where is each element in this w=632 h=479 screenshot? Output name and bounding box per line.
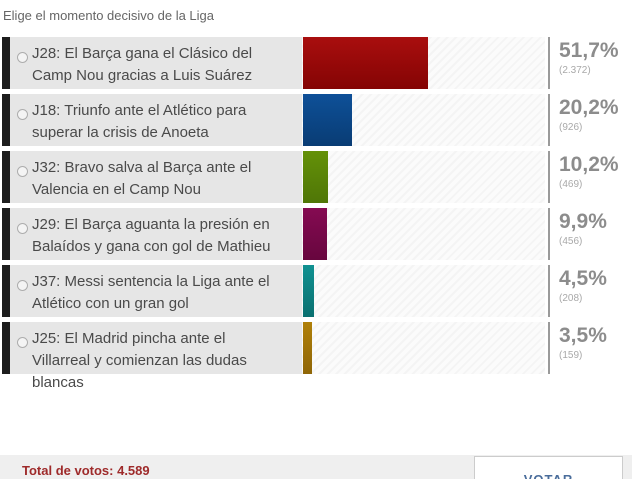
option-label-area: J29: El Barça aguanta la presión en Bala…	[10, 208, 302, 260]
result-figures: 51,7% (2.372)	[548, 37, 620, 89]
row-accent-bar	[2, 37, 10, 89]
poll-option-row: J29: El Barça aguanta la presión en Bala…	[2, 208, 632, 260]
vote-button[interactable]: VOTAR	[474, 456, 623, 479]
row-accent-bar	[2, 151, 10, 203]
row-accent-bar	[2, 265, 10, 317]
result-votes: (208)	[559, 293, 583, 304]
poll-option-row: J18: Triunfo ante el Atlético para super…	[2, 94, 632, 146]
result-votes: (469)	[559, 179, 583, 190]
option-label-area: J32: Bravo salva al Barça ante el Valenc…	[10, 151, 302, 203]
option-label[interactable]: J37: Messi sentencia la Liga ante el Atl…	[32, 273, 270, 312]
result-figures: 9,9% (456)	[548, 208, 620, 260]
poll-options: J28: El Barça gana el Clásico del Camp N…	[0, 37, 632, 391]
option-radio[interactable]	[17, 109, 28, 120]
result-bar	[303, 151, 328, 203]
result-track	[302, 151, 545, 203]
result-figures: 10,2% (469)	[548, 151, 620, 203]
poll-option-row: J28: El Barça gana el Clásico del Camp N…	[2, 37, 632, 89]
option-label-area: J28: El Barça gana el Clásico del Camp N…	[10, 37, 302, 89]
result-percent: 51,7%	[559, 39, 619, 62]
result-percent: 9,9%	[559, 210, 607, 233]
result-bar	[303, 208, 327, 260]
poll-question: Elige el momento decisivo de la Liga	[3, 8, 215, 23]
poll-option-row: J37: Messi sentencia la Liga ante el Atl…	[2, 265, 632, 317]
option-label-area: J25: El Madrid pincha ante el Villarreal…	[10, 322, 302, 391]
poll-option-row: J25: El Madrid pincha ante el Villarreal…	[2, 322, 632, 391]
result-figures: 3,5% (159)	[548, 322, 620, 374]
option-label[interactable]: J32: Bravo salva al Barça ante el Valenc…	[32, 159, 252, 198]
result-votes: (456)	[559, 236, 583, 247]
result-bar	[303, 322, 312, 374]
result-figures: 4,5% (208)	[548, 265, 620, 317]
result-track	[302, 265, 545, 317]
result-bar	[303, 265, 314, 317]
result-bar	[303, 37, 429, 89]
total-votes-label: Total de votos: 4.589	[22, 463, 150, 478]
row-accent-bar	[2, 322, 10, 374]
result-votes: (926)	[559, 122, 583, 133]
option-label[interactable]: J28: El Barça gana el Clásico del Camp N…	[32, 45, 253, 84]
option-label-area: J37: Messi sentencia la Liga ante el Atl…	[10, 265, 302, 317]
result-percent: 20,2%	[559, 96, 619, 119]
result-bar	[303, 94, 352, 146]
result-votes: (159)	[559, 350, 583, 361]
option-label[interactable]: J29: El Barça aguanta la presión en Bala…	[32, 216, 271, 255]
option-radio[interactable]	[17, 52, 28, 63]
result-track	[302, 94, 545, 146]
result-percent: 10,2%	[559, 153, 619, 176]
result-track	[302, 37, 545, 89]
result-percent: 3,5%	[559, 324, 607, 347]
poll-option-row: J32: Bravo salva al Barça ante el Valenc…	[2, 151, 632, 203]
result-track	[302, 208, 545, 260]
result-votes: (2.372)	[559, 65, 591, 76]
poll-widget: Elige el momento decisivo de la Liga J28…	[0, 8, 632, 479]
result-figures: 20,2% (926)	[548, 94, 620, 146]
result-percent: 4,5%	[559, 267, 607, 290]
option-radio[interactable]	[17, 223, 28, 234]
option-radio[interactable]	[17, 166, 28, 177]
option-label[interactable]: J25: El Madrid pincha ante el Villarreal…	[32, 330, 247, 391]
option-label-area: J18: Triunfo ante el Atlético para super…	[10, 94, 302, 146]
option-radio[interactable]	[17, 280, 28, 291]
footer-bar: Total de votos: 4.589 VOTAR	[0, 455, 632, 479]
row-accent-bar	[2, 208, 10, 260]
row-accent-bar	[2, 94, 10, 146]
result-track	[302, 322, 545, 374]
option-label[interactable]: J18: Triunfo ante el Atlético para super…	[32, 102, 247, 141]
option-radio[interactable]	[17, 337, 28, 348]
